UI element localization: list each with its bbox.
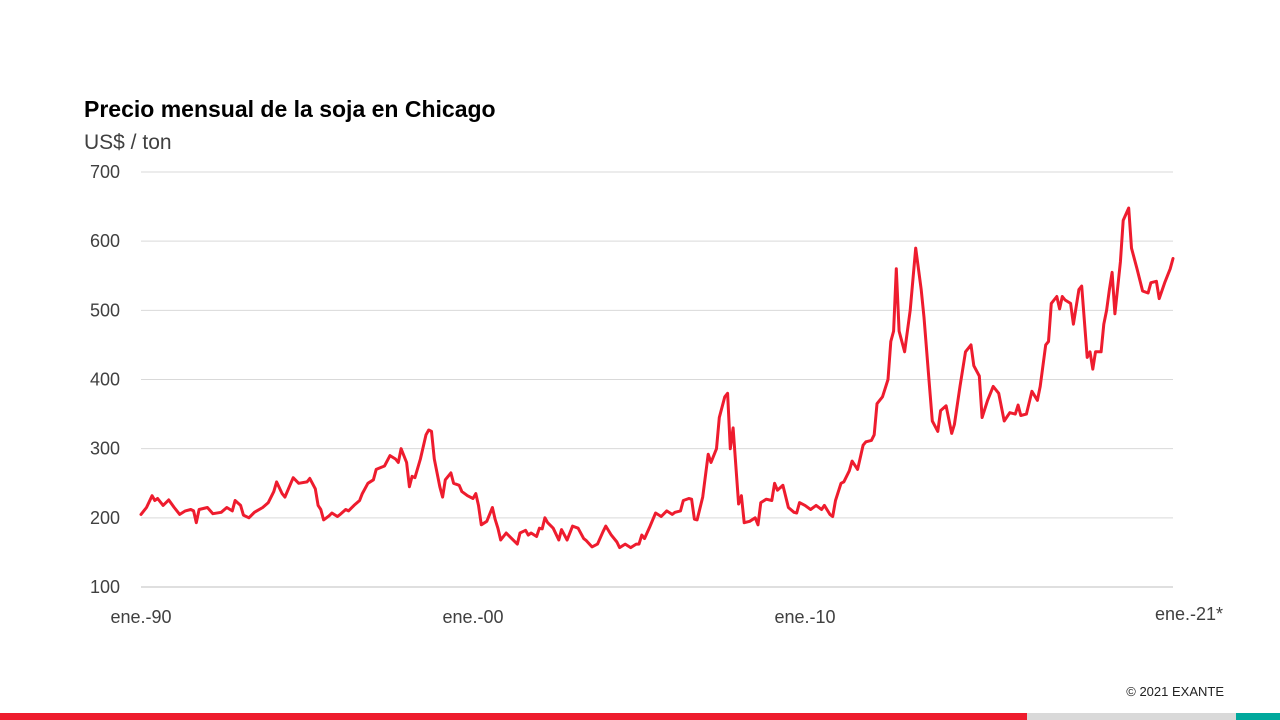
- grid-lines: [141, 171, 1173, 588]
- x-tick-label: ene.-90: [110, 607, 171, 627]
- copyright-text: © 2021 EXANTE: [1126, 684, 1224, 699]
- y-tick-label: 400: [90, 370, 120, 390]
- y-tick-label: 600: [90, 231, 120, 251]
- chart-title: Precio mensual de la soja en Chicago: [84, 96, 496, 122]
- series-line-0: [139, 206, 1175, 550]
- footer-bar-gray: [1027, 713, 1236, 720]
- y-tick-label: 100: [90, 577, 120, 597]
- footer-bar-red: [0, 713, 1027, 720]
- y-tick-label: 300: [90, 439, 120, 459]
- y-tick-label: 700: [90, 162, 120, 182]
- footer-bar-teal: [1236, 713, 1280, 720]
- unit-label: US$ / ton: [84, 131, 172, 154]
- x-axis: ene.-90 ene.-00 ene.-10 ene.-21*: [110, 604, 1223, 627]
- series-layer: [139, 206, 1175, 550]
- y-tick-label: 500: [90, 300, 120, 320]
- x-tick-label: ene.-10: [774, 607, 835, 627]
- y-axis: 100 200 300 400 500 600 700: [90, 162, 120, 597]
- x-tick-label: ene.-00: [442, 607, 503, 627]
- y-tick-label: 200: [90, 508, 120, 528]
- x-tick-label: ene.-21*: [1155, 604, 1223, 624]
